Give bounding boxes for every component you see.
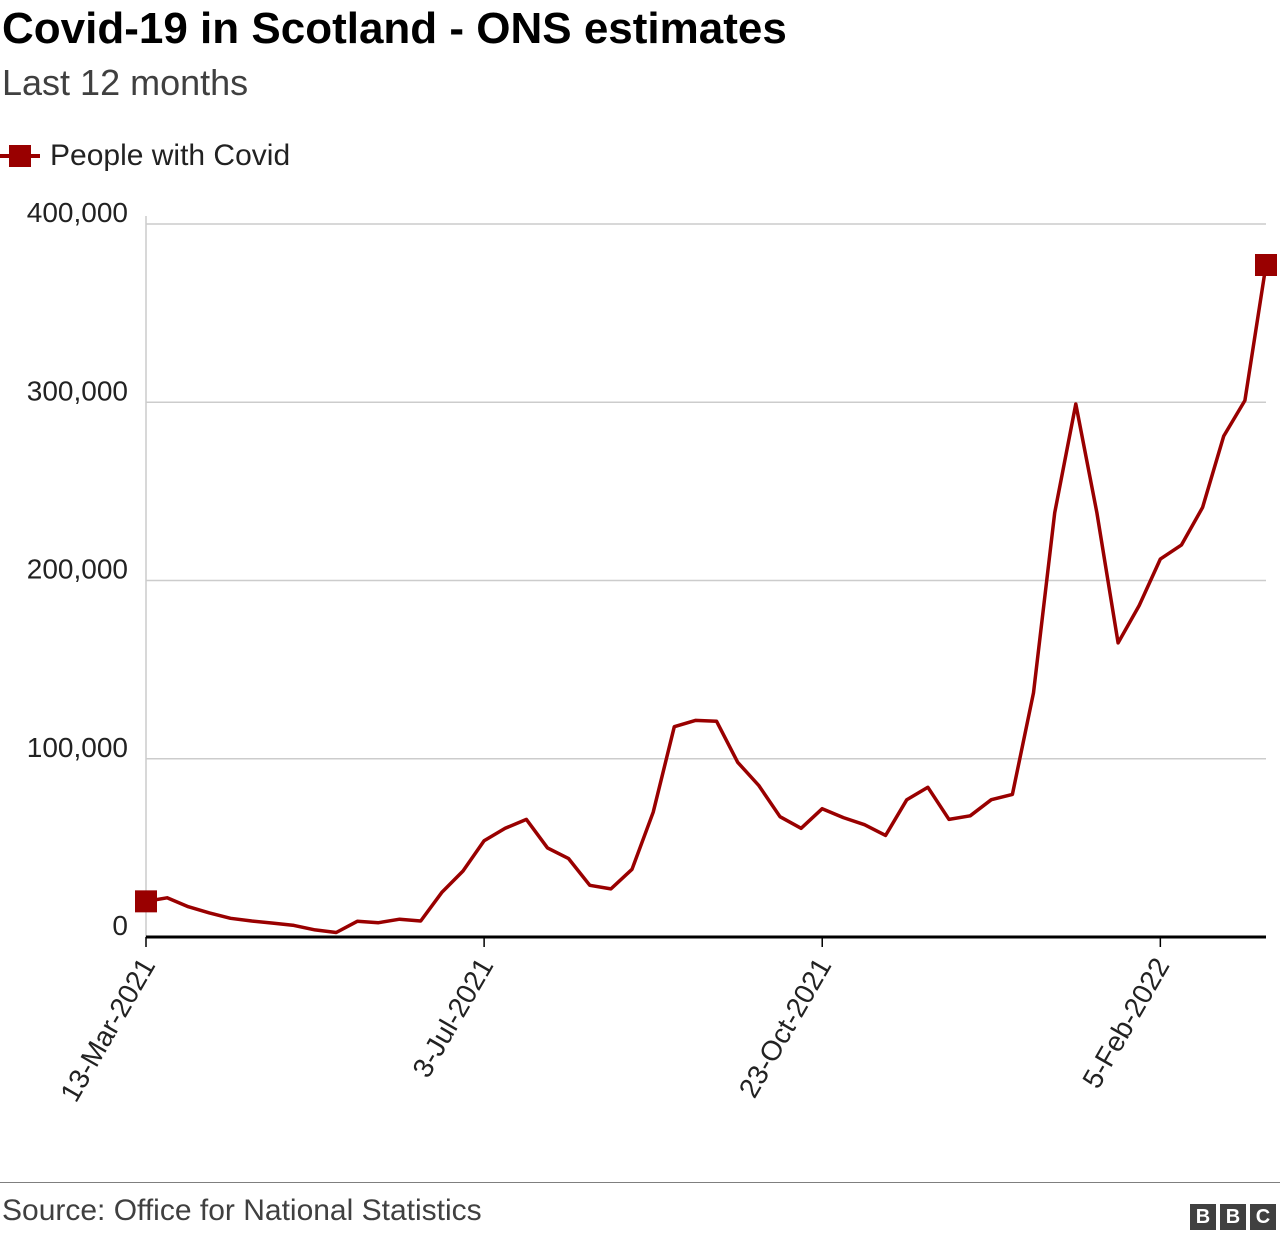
y-tick-label: 400,000 — [27, 197, 128, 228]
data-point — [250, 919, 254, 923]
data-point — [376, 921, 380, 925]
y-tick-label: 100,000 — [27, 732, 128, 763]
series-people-with-covid — [135, 253, 1277, 935]
y-tick-label: 0 — [112, 910, 128, 941]
legend: People with Covid — [0, 136, 290, 176]
bbc-logo-letter: B — [1190, 1204, 1216, 1230]
end-marker — [135, 890, 157, 913]
end-marker — [1255, 253, 1277, 276]
data-point — [1243, 398, 1247, 402]
y-axis-ticks: 0 100,000 200,000 300,000 400,000 — [27, 197, 128, 941]
data-point — [1179, 543, 1183, 547]
data-point — [546, 846, 550, 850]
grid-lines — [145, 216, 1266, 939]
data-point — [440, 890, 444, 894]
x-tick-label: 5-Feb-2022 — [1076, 953, 1175, 1094]
data-point — [968, 814, 972, 818]
legend-swatch-icon — [0, 136, 40, 176]
data-point — [207, 911, 211, 915]
data-point — [588, 883, 592, 887]
data-point — [419, 919, 423, 923]
data-point — [715, 719, 719, 723]
data-point — [841, 816, 845, 820]
bbc-logo: B B C — [1190, 1204, 1276, 1230]
x-tick-label: 13-Mar-2021 — [54, 953, 161, 1107]
x-tick-label: 3-Jul-2021 — [406, 953, 499, 1083]
y-tick-label: 300,000 — [27, 375, 128, 406]
data-point — [1116, 641, 1120, 645]
data-point — [651, 810, 655, 814]
data-point — [862, 823, 866, 827]
data-point — [229, 916, 233, 920]
data-point — [567, 857, 571, 861]
series-line — [145, 264, 1268, 935]
data-point — [799, 826, 803, 830]
data-point — [334, 931, 338, 935]
bbc-logo-letter: C — [1250, 1204, 1276, 1230]
data-point — [1095, 511, 1099, 515]
data-point — [355, 919, 359, 923]
data-point — [271, 921, 275, 925]
data-point — [1053, 511, 1057, 515]
data-point — [736, 760, 740, 764]
data-point — [292, 923, 296, 927]
data-point — [1222, 434, 1226, 438]
data-point — [186, 905, 190, 909]
data-point — [672, 725, 676, 729]
data-point — [989, 798, 993, 802]
data-point — [482, 839, 486, 843]
footer-divider — [0, 1182, 1280, 1183]
data-point — [1074, 402, 1078, 406]
chart-title: Covid-19 in Scotland - ONS estimates — [2, 4, 787, 53]
data-point — [926, 785, 930, 789]
chart-subtitle: Last 12 months — [2, 62, 249, 103]
data-point — [609, 887, 613, 891]
legend-label: People with Covid — [50, 139, 291, 172]
x-tick-label: 23-Oct-2021 — [733, 953, 838, 1103]
x-axis-ticks: 13-Mar-2021 3-Jul-2021 23-Oct-2021 5-Feb-20… — [54, 937, 1176, 1107]
source-note: Source: Office for National Statistics — [2, 1194, 482, 1227]
data-point — [1137, 603, 1141, 607]
data-point — [503, 826, 507, 830]
data-point — [165, 896, 169, 900]
data-point — [693, 718, 697, 722]
data-point — [630, 867, 634, 871]
data-point — [778, 815, 782, 819]
data-point — [398, 917, 402, 921]
data-point — [524, 817, 528, 821]
data-point — [313, 928, 317, 932]
data-point — [461, 869, 465, 873]
data-point — [1201, 505, 1205, 509]
data-point — [947, 817, 951, 821]
data-point — [1158, 557, 1162, 561]
data-point — [1010, 792, 1014, 796]
data-point — [757, 783, 761, 787]
bbc-logo-letter: B — [1220, 1204, 1246, 1230]
y-tick-label: 200,000 — [27, 554, 128, 585]
data-point — [905, 798, 909, 802]
data-point — [820, 807, 824, 811]
data-point — [1032, 691, 1036, 695]
data-point — [884, 833, 888, 837]
line-chart: 0 100,000 200,000 300,000 400,000 13-Mar-202… — [27, 197, 1277, 1107]
